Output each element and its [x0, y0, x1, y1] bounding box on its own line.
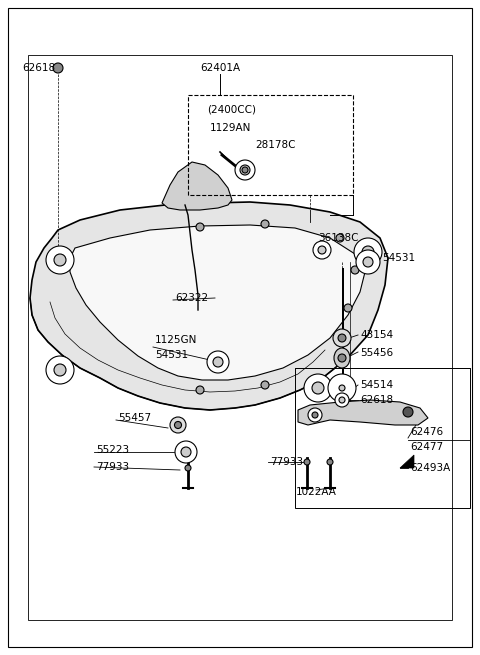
Circle shape [54, 254, 66, 266]
Text: 77933: 77933 [96, 462, 129, 472]
Circle shape [363, 257, 373, 267]
Circle shape [313, 241, 331, 259]
Circle shape [196, 386, 204, 394]
Text: 54531: 54531 [382, 253, 415, 263]
Circle shape [327, 459, 333, 465]
Circle shape [354, 238, 382, 266]
Bar [295, 368, 470, 508]
Circle shape [235, 160, 255, 180]
Circle shape [304, 459, 310, 465]
Circle shape [207, 351, 229, 373]
Ellipse shape [334, 348, 350, 368]
Text: 54514: 54514 [360, 380, 393, 390]
Circle shape [356, 250, 380, 274]
Circle shape [261, 381, 269, 389]
Circle shape [46, 356, 74, 384]
Text: 55457: 55457 [118, 413, 151, 423]
Circle shape [213, 357, 223, 367]
Text: 77933: 77933 [270, 457, 303, 467]
Text: 62476: 62476 [410, 427, 443, 437]
Text: 62618: 62618 [22, 63, 55, 73]
Circle shape [338, 334, 346, 342]
Polygon shape [70, 225, 365, 380]
Text: 62322: 62322 [175, 293, 208, 303]
Text: 1125GN: 1125GN [155, 335, 197, 345]
Circle shape [339, 385, 345, 391]
Circle shape [333, 329, 351, 347]
Text: 28178C: 28178C [255, 140, 296, 150]
Text: 36138C: 36138C [318, 233, 359, 243]
Circle shape [175, 421, 181, 428]
Polygon shape [162, 162, 232, 210]
Circle shape [312, 412, 318, 418]
Circle shape [318, 246, 326, 254]
Circle shape [403, 407, 413, 417]
Circle shape [328, 374, 356, 402]
Circle shape [308, 408, 322, 422]
Circle shape [185, 465, 191, 471]
Text: 62401A: 62401A [200, 63, 240, 73]
Text: 62477: 62477 [410, 442, 443, 452]
Circle shape [242, 167, 248, 173]
Text: 62618: 62618 [360, 395, 393, 405]
Text: 1129AN: 1129AN [210, 123, 252, 133]
Bar [342, 268, 344, 380]
Circle shape [338, 354, 346, 362]
Circle shape [339, 397, 345, 403]
Circle shape [336, 234, 344, 242]
Text: 62493A: 62493A [410, 463, 450, 473]
Text: 55456: 55456 [360, 348, 393, 358]
Text: (2400CC): (2400CC) [207, 105, 256, 115]
Circle shape [170, 417, 186, 433]
Polygon shape [298, 400, 428, 425]
Circle shape [335, 393, 349, 407]
Polygon shape [30, 202, 388, 410]
Circle shape [351, 266, 359, 274]
Text: 43154: 43154 [360, 330, 393, 340]
Text: 55223: 55223 [96, 445, 129, 455]
Circle shape [46, 246, 74, 274]
Circle shape [175, 441, 197, 463]
Circle shape [304, 374, 332, 402]
Polygon shape [400, 455, 414, 468]
Circle shape [261, 220, 269, 228]
Circle shape [53, 63, 63, 73]
Circle shape [240, 165, 250, 175]
Bar [28, 55, 452, 620]
Circle shape [54, 364, 66, 376]
Text: 54531: 54531 [155, 350, 188, 360]
Circle shape [344, 304, 352, 312]
Circle shape [312, 382, 324, 394]
Bar [188, 95, 353, 195]
Circle shape [362, 246, 374, 258]
Text: 1022AA: 1022AA [296, 487, 336, 497]
Circle shape [196, 223, 204, 231]
Circle shape [181, 447, 191, 457]
